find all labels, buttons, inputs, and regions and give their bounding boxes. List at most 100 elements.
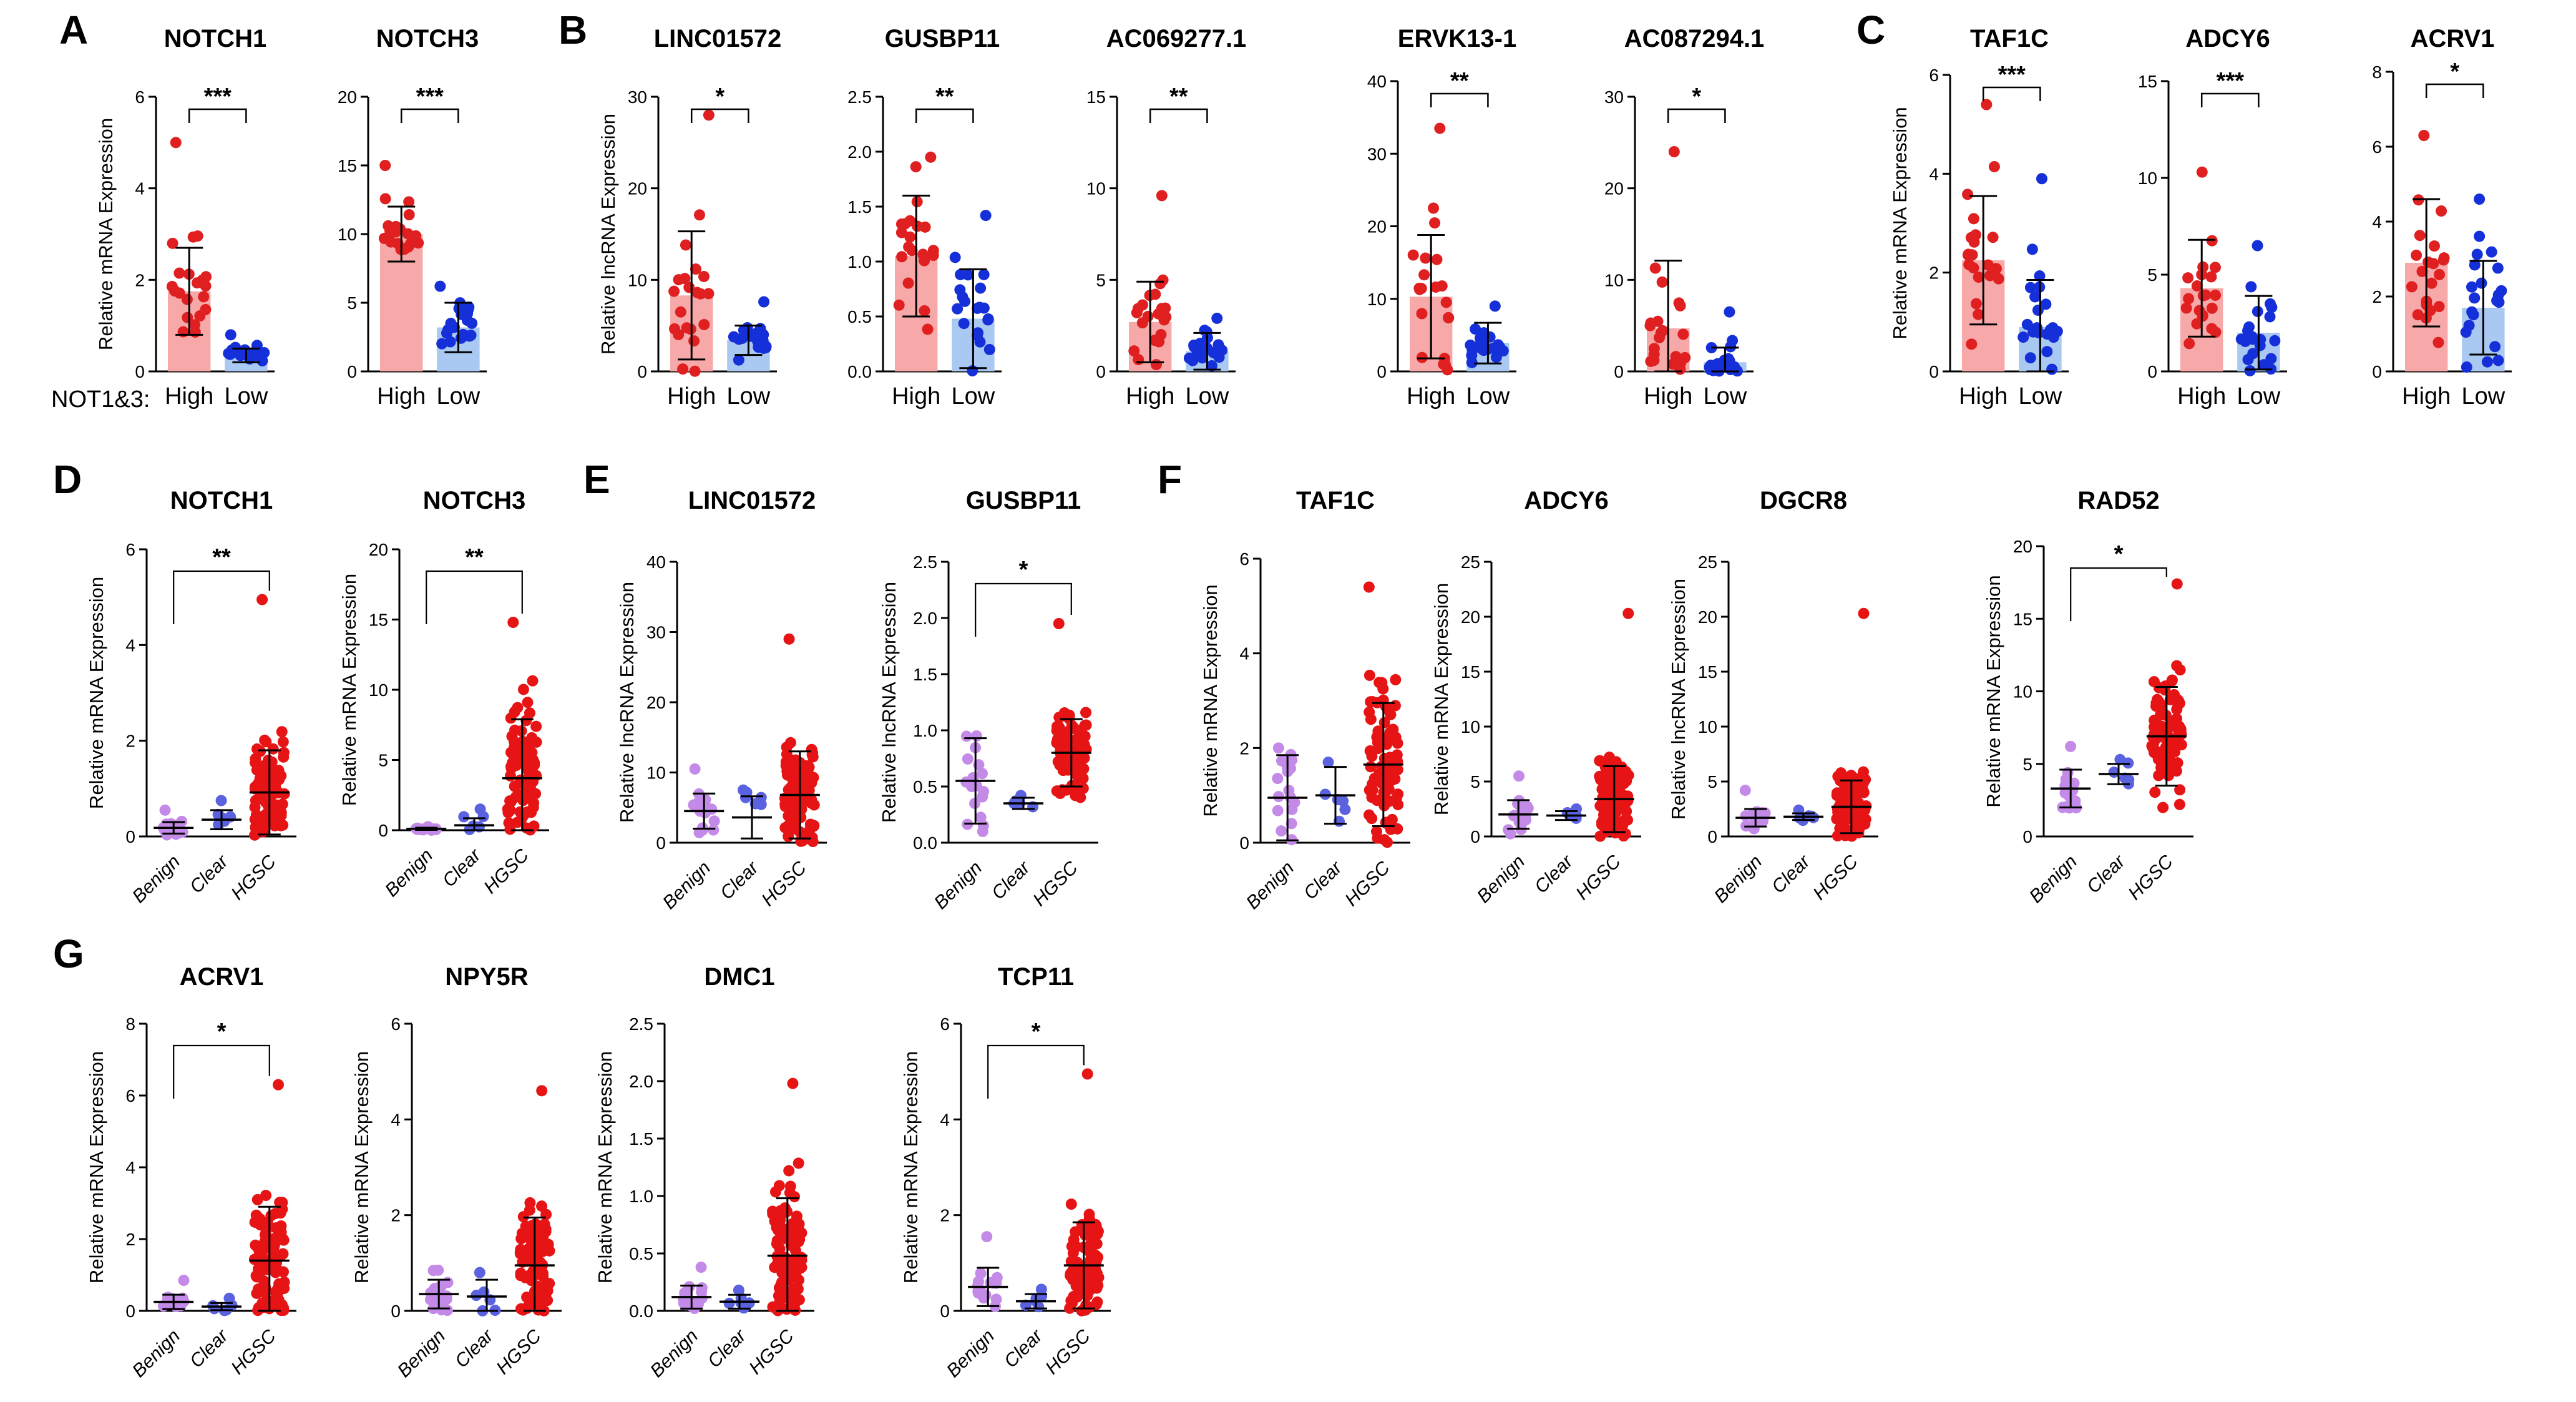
data-point (793, 1157, 804, 1169)
data-point (277, 736, 289, 748)
y-tick-label: 2 (391, 1206, 401, 1225)
y-tick-label: 6 (125, 1086, 135, 1105)
data-point (2426, 277, 2437, 289)
data-point (903, 241, 915, 253)
data-point (1966, 338, 1978, 350)
data-point (522, 1272, 534, 1283)
data-point (958, 318, 970, 330)
data-point (2476, 277, 2487, 289)
data-point (1072, 725, 1084, 737)
y-tick-label: 1.0 (629, 1187, 653, 1206)
x-category-label: Low (727, 383, 771, 409)
x-category-label: Clear (988, 857, 1035, 904)
data-point (1084, 1301, 1096, 1313)
data-point (2264, 311, 2276, 323)
y-axis-label: Relative mRNA Expression (338, 574, 360, 806)
data-point (755, 792, 767, 803)
y-tick-label: 4 (1239, 644, 1249, 664)
data-point (517, 684, 529, 695)
data-point (2209, 262, 2221, 273)
data-point (789, 757, 801, 768)
data-point (1364, 809, 1375, 821)
y-tick-label: 2 (2372, 287, 2382, 306)
panel-label-a: A (59, 7, 88, 52)
chart-title: GUSBP11 (885, 25, 1000, 52)
data-point (804, 818, 816, 830)
y-tick-label: 30 (1367, 144, 1387, 164)
data-point (1431, 253, 1443, 265)
y-tick-label: 0 (2372, 362, 2382, 381)
data-point (1080, 719, 1092, 731)
y-tick-label: 6 (1929, 66, 1939, 85)
data-point (2469, 292, 2481, 304)
data-point (1724, 306, 1735, 318)
x-category-label: HGSC (758, 857, 811, 910)
chart-title: NPY5R (445, 963, 528, 991)
data-point (893, 299, 905, 311)
panel-label-e: E (583, 457, 610, 502)
data-point (911, 196, 923, 208)
data-point (2024, 282, 2036, 293)
data-point (1619, 828, 1631, 840)
data-point (544, 1245, 555, 1257)
x-category-label: Clear (1768, 851, 1815, 898)
data-point (2036, 173, 2047, 185)
data-point (691, 287, 703, 298)
data-point (532, 1280, 544, 1292)
data-point (252, 1283, 264, 1295)
significance-label: *** (204, 84, 232, 110)
data-point (379, 160, 391, 171)
x-category-label: Benign (394, 1326, 449, 1381)
data-point (1051, 725, 1063, 737)
data-point (2432, 336, 2444, 348)
data-point (1392, 798, 1404, 810)
significance-bracket (1430, 92, 1489, 107)
data-point (251, 1271, 263, 1283)
data-point (975, 1267, 987, 1279)
data-point (275, 1207, 286, 1219)
data-point (773, 1290, 784, 1302)
data-point (1505, 828, 1516, 840)
y-tick-label: 0 (1614, 362, 1624, 381)
y-tick-label: 4 (940, 1110, 950, 1129)
y-tick-label: 0.0 (847, 362, 872, 381)
data-point (1858, 607, 1870, 619)
data-point (723, 1297, 735, 1309)
y-tick-label: 4 (125, 1158, 135, 1177)
data-point (1392, 764, 1403, 776)
data-point (1015, 790, 1027, 801)
data-point (2191, 280, 2203, 292)
data-point (1068, 1291, 1080, 1303)
data-point (1158, 314, 1170, 326)
y-tick-label: 0.5 (847, 307, 872, 326)
data-point (260, 736, 272, 748)
data-point (444, 336, 456, 348)
y-tick-label: 2.5 (913, 552, 937, 572)
y-tick-label: 2.0 (913, 609, 937, 628)
data-point (2046, 363, 2058, 375)
significance-label: ** (465, 544, 484, 571)
data-point (2146, 740, 2158, 752)
data-point (2024, 352, 2036, 364)
significance-bracket (975, 582, 1072, 637)
data-point (2040, 298, 2052, 310)
data-point (2163, 722, 2175, 733)
data-point (2245, 281, 2257, 293)
y-tick-label: 5 (2022, 755, 2032, 774)
data-point (258, 346, 270, 358)
y-tick-label: 0 (135, 362, 145, 381)
data-point (2266, 301, 2278, 313)
panel-d1: NOTCH1 0 2 4 6 Relative mRNA Expression Benign… (85, 487, 296, 907)
x-category-label: HGSC (1029, 857, 1082, 910)
data-point (1430, 281, 1442, 293)
data-point (1670, 351, 1682, 363)
data-point (2466, 281, 2477, 293)
data-point (788, 1283, 799, 1295)
data-point (1372, 737, 1383, 748)
data-point (1621, 805, 1632, 817)
significance-bracket (1667, 108, 1726, 123)
x-category-label: Low (1186, 383, 1229, 409)
data-point (522, 758, 534, 770)
x-category-label: Benign (1710, 851, 1766, 907)
